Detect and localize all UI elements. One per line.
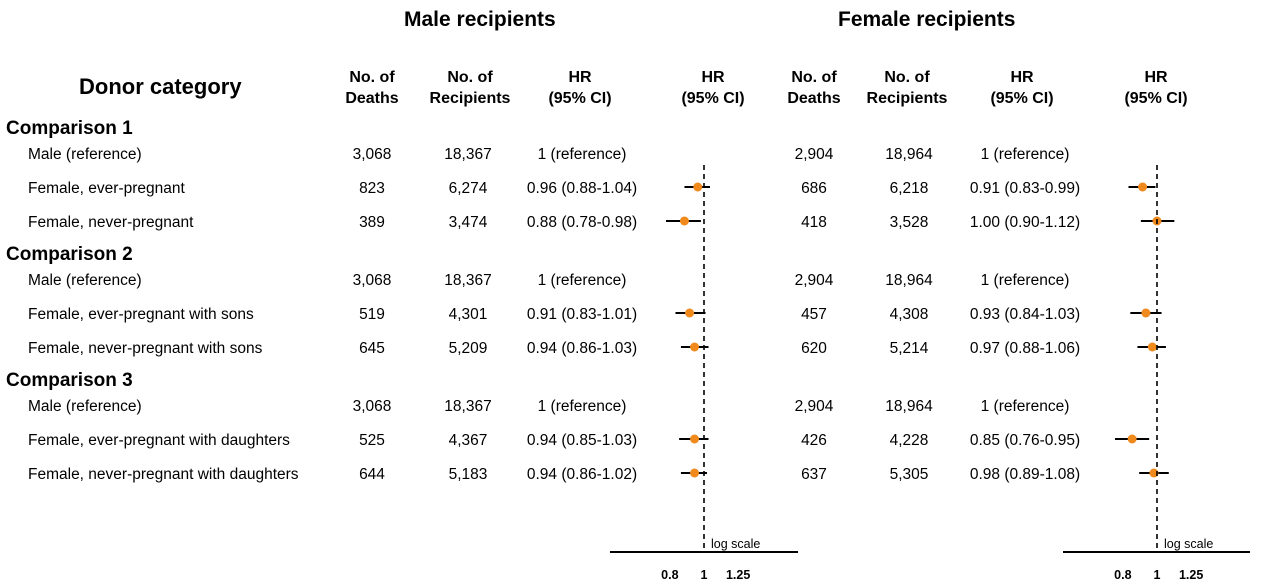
- male-recipients-cell: 18,367: [444, 146, 492, 163]
- male-recipients-cell: 6,274: [448, 180, 488, 197]
- male-recipients-cell: 5,183: [448, 466, 488, 483]
- female-hr-ci-header: HR (95% CI): [990, 69, 1054, 107]
- male-hr-ci-cell: 1 (reference): [537, 398, 627, 415]
- female-recipients-cell: 5,214: [889, 340, 929, 357]
- female-hr-ci-cell: 0.97 (0.88-1.06): [969, 340, 1081, 357]
- female-deaths-cell: 620: [801, 340, 827, 357]
- female-deaths-cell: 686: [801, 180, 827, 197]
- female-hr-ci-cell: 1 (reference): [980, 146, 1070, 163]
- female-log-scale-note: log scale: [1164, 537, 1213, 551]
- male-hr-point: [690, 434, 700, 444]
- male-hr-point: [679, 216, 689, 226]
- female-hr-ci-cell: 1 (reference): [980, 398, 1070, 415]
- female-deaths-cell: 2,904: [794, 272, 834, 289]
- female-hr-plot-header: HR (95% CI): [1124, 69, 1188, 107]
- male-hr-ci-cell: 0.88 (0.78-0.98): [526, 214, 638, 231]
- male-hr-ci-cell: 1 (reference): [537, 146, 627, 163]
- row-label: Female, ever-pregnant with sons: [28, 306, 254, 323]
- male-deaths-cell: 519: [359, 306, 385, 323]
- donor-category-header: Donor category: [79, 74, 242, 99]
- male-deaths-cell: 3,068: [352, 146, 392, 163]
- female-recipients-cell: 5,305: [889, 466, 929, 483]
- male-recipients-title: Male recipients: [404, 8, 556, 31]
- male-hr-ci-cell: 1 (reference): [537, 272, 627, 289]
- male-hr-ci-cell: 0.96 (0.88-1.04): [526, 180, 638, 197]
- male-recipients-cell: 4,367: [448, 432, 488, 449]
- male-hr-point: [693, 182, 703, 192]
- male-hr-ci-cell: 0.94 (0.86-1.03): [526, 340, 638, 357]
- male-recipients-cell: 3,474: [448, 214, 488, 231]
- comparison-title: Comparison 2: [6, 244, 133, 265]
- female-hr-ci-cell: 1 (reference): [980, 272, 1070, 289]
- male-hr-ci-cell: 0.94 (0.86-1.02): [526, 466, 638, 483]
- male-hr-ci-header: HR (95% CI): [548, 69, 612, 107]
- female-recipients-cell: 18,964: [885, 398, 933, 415]
- male-x-tick-label: 0.8: [661, 568, 678, 582]
- male-hr-plot-header: HR (95% CI): [681, 69, 745, 107]
- male-recipients-cell: 18,367: [444, 398, 492, 415]
- female-recipients-title: Female recipients: [838, 8, 1016, 31]
- female-recipients-cell: 18,964: [885, 146, 933, 163]
- row-label: Female, ever-pregnant: [28, 180, 185, 197]
- female-hr-ci-cell: 0.93 (0.84-1.03): [969, 306, 1081, 323]
- male-deaths-cell: 823: [359, 180, 385, 197]
- female-x-tick-label: 1.25: [1179, 568, 1203, 582]
- male-hr-ci-cell: 0.91 (0.83-1.01): [526, 306, 638, 323]
- female-recipients-cell: 18,964: [885, 272, 933, 289]
- female-hr-point: [1138, 182, 1148, 192]
- male-deaths-cell: 644: [359, 466, 385, 483]
- row-label: Male (reference): [28, 398, 142, 415]
- male-recipients-cell: 5,209: [448, 340, 488, 357]
- female-recipients-cell: 6,218: [889, 180, 929, 197]
- female-hr-ci-cell: 0.91 (0.83-0.99): [969, 180, 1081, 197]
- comparison-title: Comparison 1: [6, 118, 133, 139]
- female-recipients-cell: 4,308: [889, 306, 929, 323]
- male-x-tick-label: 1.25: [726, 568, 750, 582]
- comparison-title: Comparison 3: [6, 370, 133, 391]
- male-deaths-cell: 3,068: [352, 398, 392, 415]
- female-recipients-header: No. of Recipients: [866, 69, 948, 107]
- female-deaths-cell: 2,904: [794, 398, 834, 415]
- male-hr-point: [690, 468, 700, 478]
- male-deaths-cell: 645: [359, 340, 385, 357]
- male-deaths-header: No. of Deaths: [345, 69, 399, 107]
- male-hr-point: [690, 342, 700, 352]
- female-deaths-header: No. of Deaths: [787, 69, 841, 107]
- row-label: Female, never-pregnant: [28, 214, 194, 231]
- row-label: Female, ever-pregnant with daughters: [28, 432, 290, 449]
- female-hr-ci-cell: 1.00 (0.90-1.12): [969, 214, 1081, 231]
- row-label: Female, never-pregnant with sons: [28, 340, 263, 357]
- female-deaths-cell: 426: [801, 432, 827, 449]
- female-x-tick-label: 1: [1154, 568, 1161, 582]
- female-recipients-cell: 3,528: [889, 214, 929, 231]
- female-hr-ci-cell: 0.98 (0.89-1.08): [969, 466, 1081, 483]
- male-recipients-cell: 4,301: [448, 306, 488, 323]
- male-x-tick-label: 1: [701, 568, 708, 582]
- female-hr-ci-cell: 0.85 (0.76-0.95): [969, 432, 1081, 449]
- row-label: Male (reference): [28, 146, 142, 163]
- female-deaths-cell: 457: [801, 306, 827, 323]
- male-deaths-cell: 525: [359, 432, 385, 449]
- female-x-tick-label: 0.8: [1114, 568, 1131, 582]
- male-deaths-cell: 3,068: [352, 272, 392, 289]
- row-label: Male (reference): [28, 272, 142, 289]
- row-label: Female, never-pregnant with daughters: [28, 466, 299, 483]
- female-deaths-cell: 2,904: [794, 146, 834, 163]
- female-recipients-cell: 4,228: [889, 432, 929, 449]
- male-deaths-cell: 389: [359, 214, 385, 231]
- male-log-scale-note: log scale: [711, 537, 760, 551]
- female-hr-point: [1127, 434, 1137, 444]
- male-recipients-cell: 18,367: [444, 272, 492, 289]
- female-hr-point: [1147, 342, 1157, 352]
- female-hr-point: [1141, 308, 1151, 318]
- female-hr-point: [1149, 468, 1159, 478]
- female-deaths-cell: 637: [801, 466, 827, 483]
- female-deaths-cell: 418: [801, 214, 827, 231]
- male-hr-ci-cell: 0.94 (0.85-1.03): [526, 432, 638, 449]
- male-recipients-header: No. of Recipients: [429, 69, 511, 107]
- male-hr-point: [685, 308, 695, 318]
